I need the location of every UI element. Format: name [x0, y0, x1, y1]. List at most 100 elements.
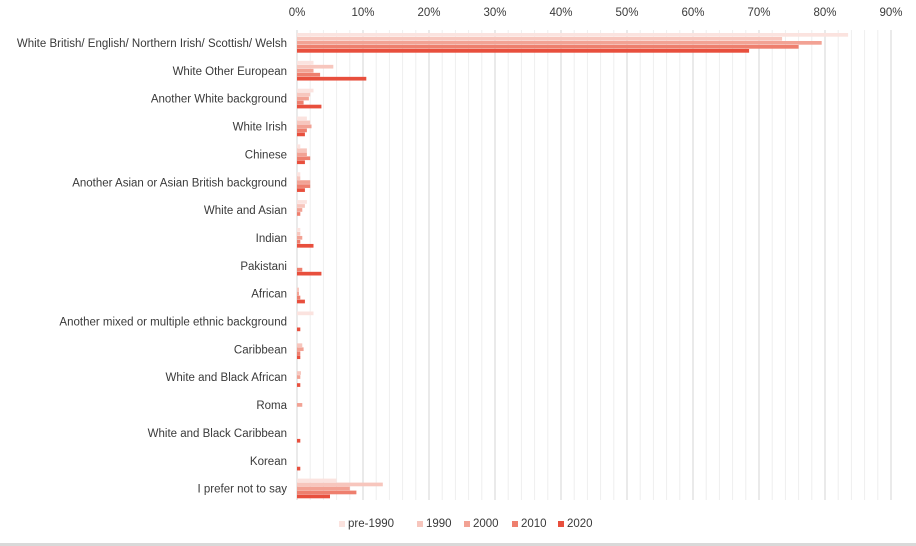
bar-pre-1990: [297, 33, 849, 37]
category-label: African: [251, 289, 287, 301]
bar-2010: [297, 295, 301, 300]
bar-1990: [297, 148, 307, 153]
category-label: I prefer not to say: [198, 484, 288, 496]
category-labels: White British/ English/ Northern Irish/ …: [17, 38, 288, 496]
bar-1990: [297, 287, 299, 292]
x-tick-label: 80%: [813, 7, 836, 19]
bar-2000: [297, 180, 311, 184]
legend-swatch: [417, 521, 423, 527]
bar-1990: [297, 231, 301, 236]
x-axis-ticks: 0% 10% 20% 30% 40% 50% 60% 70% 80% 90%: [289, 7, 903, 19]
bar-2020: [297, 355, 301, 360]
bar-2010: [297, 267, 303, 272]
x-tick-label: 30%: [483, 7, 506, 19]
legend-label: 2010: [521, 518, 547, 530]
bar-1990: [297, 37, 783, 41]
bar-1990: [297, 343, 303, 348]
bar-2000: [297, 486, 350, 491]
grid-lines: [296, 30, 892, 500]
bar-2020: [297, 383, 301, 387]
x-tick-label: 60%: [681, 7, 704, 19]
category-label: Another White background: [151, 94, 287, 106]
category-label: Roma: [256, 400, 287, 412]
x-tick-label: 90%: [879, 7, 902, 19]
bar-pre-1990: [297, 116, 307, 121]
x-tick-label: 70%: [747, 7, 770, 19]
legend-swatch: [558, 521, 564, 527]
bar-pre-1990: [297, 88, 314, 93]
category-label: White British/ English/ Northern Irish/ …: [17, 38, 287, 50]
bars: [297, 33, 849, 499]
bar-2010: [297, 212, 301, 216]
bar-2000: [297, 403, 303, 407]
bar-2010: [297, 156, 311, 161]
category-label: White and Asian: [204, 205, 287, 217]
category-label: Chinese: [245, 149, 287, 161]
bar-1990: [297, 371, 301, 375]
x-tick-label: 10%: [351, 7, 374, 19]
bar-1990: [297, 120, 311, 125]
bar-2020: [297, 160, 305, 165]
bar-pre-1990: [297, 227, 301, 232]
bar-pre-1990: [297, 172, 301, 176]
bar-pre-1990: [297, 311, 314, 316]
bar-2010: [297, 239, 301, 244]
bar-2020: [297, 49, 750, 53]
bar-2000: [297, 347, 304, 352]
bar-2000: [297, 291, 299, 296]
legend-label: 1990: [426, 518, 452, 530]
category-label: Pakistani: [240, 261, 287, 273]
bar-2020: [297, 327, 301, 332]
bar-2010: [297, 490, 357, 495]
bar-pre-1990: [297, 60, 314, 65]
bar-2020: [297, 76, 367, 81]
bar-1990: [297, 204, 305, 208]
bar-2020: [297, 243, 314, 248]
bar-2010: [297, 128, 307, 133]
bar-1990: [297, 176, 301, 180]
category-label: Another mixed or multiple ethnic backgro…: [59, 317, 287, 329]
bar-2020: [297, 299, 305, 304]
legend-label: 2020: [567, 518, 593, 530]
bar-2000: [297, 96, 309, 101]
bar-pre-1990: [297, 478, 337, 483]
legend-swatch: [464, 521, 470, 527]
bar-2020: [297, 104, 322, 109]
category-label: Another Asian or Asian British backgroun…: [72, 177, 287, 189]
bar-2020: [297, 438, 301, 443]
legend-label: pre-1990: [348, 518, 394, 530]
bottom-divider: [0, 543, 916, 546]
category-label: White Other European: [173, 66, 287, 78]
bar-pre-1990: [297, 200, 307, 204]
category-label: Caribbean: [234, 344, 287, 356]
bar-2020: [297, 132, 305, 137]
bar-2020: [297, 188, 305, 192]
category-label: Indian: [256, 233, 287, 245]
x-tick-label: 40%: [549, 7, 572, 19]
bar-pre-1990: [297, 144, 301, 149]
bar-2000: [297, 375, 301, 379]
legend: pre-1990 1990 2000 2010 2020: [339, 518, 593, 530]
legend-swatch: [339, 521, 345, 527]
bar-2010: [297, 45, 799, 49]
bar-2000: [297, 208, 303, 212]
bar-2010: [297, 100, 304, 105]
x-tick-label: 20%: [417, 7, 440, 19]
bar-2000: [297, 124, 312, 129]
category-label: White Irish: [233, 122, 287, 134]
bar-2010: [297, 184, 311, 188]
bar-2000: [297, 41, 822, 45]
category-label: White and Black Caribbean: [148, 428, 287, 440]
bar-1990: [297, 482, 383, 487]
bar-1990: [297, 64, 334, 69]
bar-2020: [297, 271, 322, 276]
bar-2010: [297, 72, 321, 77]
category-label: White and Black African: [166, 372, 287, 384]
x-tick-label: 50%: [615, 7, 638, 19]
legend-label: 2000: [473, 518, 499, 530]
legend-swatch: [512, 521, 518, 527]
bar-2020: [297, 466, 301, 471]
bar-2010: [297, 351, 301, 356]
bar-1990: [297, 92, 311, 97]
